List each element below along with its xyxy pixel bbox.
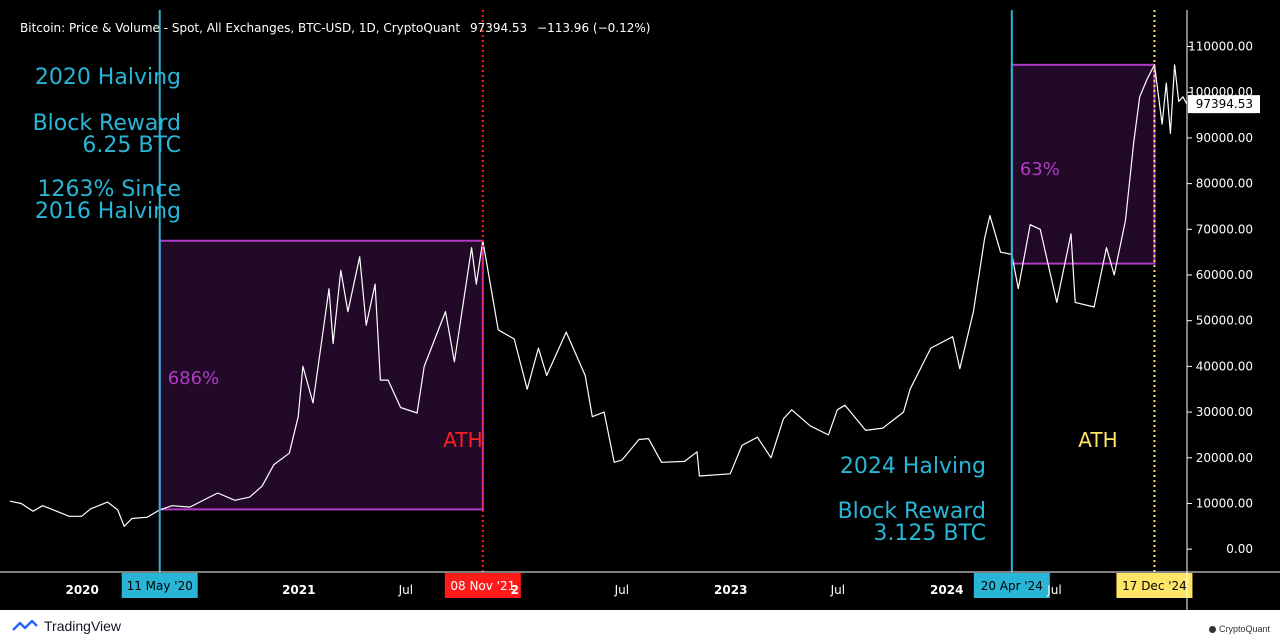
y-tick-label: 20000.00 — [1196, 451, 1253, 465]
x-tick-label: Jul — [614, 583, 629, 597]
marker-date-label: 11 May '20 — [127, 579, 193, 593]
annotation-h2020-reward2: 6.25 BTC — [82, 133, 181, 158]
last-price: 97394.53 — [469, 21, 528, 35]
marker-date-badge — [444, 573, 521, 598]
range-label: 686% — [168, 368, 219, 389]
chart-header: Bitcoin: Price & Volume - Spot, All Exch… — [20, 21, 656, 35]
annotation-h2024-title: 2024 Halving — [840, 454, 986, 479]
tradingview-wordmark: TradingView — [44, 618, 122, 634]
current-price-badge — [1188, 95, 1260, 114]
range-box — [1010, 63, 1156, 265]
x-tick-label: 2021 — [282, 583, 315, 597]
y-tick-label: 0.00 — [1226, 542, 1253, 556]
x-tick-label: Jul — [830, 583, 845, 597]
x-tick-label: 2024 — [930, 583, 963, 597]
marker-date-badge — [121, 573, 198, 598]
chart-area[interactable]: 686% 63% 11 May '20 08 Nov '21 20 Apr '24 17… — [0, 0, 1280, 610]
y-tick-label: 10000.00 — [1196, 496, 1253, 510]
y-tick-label: 90000.00 — [1196, 131, 1253, 145]
marker-date-label: 20 Apr '24 — [981, 579, 1043, 593]
marker-date-label: 17 Dec '24 — [1122, 579, 1187, 593]
tradingview-icon — [12, 619, 38, 631]
cryptoquant-wordmark: CryptoQuant — [1218, 624, 1270, 634]
annotation-ath-2021: ATH — [443, 428, 482, 452]
x-tick-label: Jul — [398, 583, 413, 597]
annotation-h2024-reward1: Block Reward — [838, 499, 986, 524]
price-chart[interactable]: 686% 63% 11 May '20 08 Nov '21 20 Apr '24 17… — [0, 0, 1280, 610]
y-tick-label: 50000.00 — [1196, 314, 1253, 328]
marker-date-badge — [1116, 573, 1193, 598]
range-label: 63% — [1020, 159, 1060, 180]
price-line — [9, 64, 1188, 527]
tradingview-logo[interactable]: TradingView — [12, 615, 121, 637]
annotation-h2020-title: 2020 Halving — [35, 65, 181, 90]
marker-date-label: 08 Nov '21 — [450, 579, 515, 593]
annotation-h2020-reward1: Block Reward — [33, 111, 181, 136]
y-tick-label: 40000.00 — [1196, 359, 1253, 373]
x-tick-label: Jul — [1046, 583, 1061, 597]
annotation-h2020-since1: 1263% Since — [37, 177, 181, 202]
x-tick-label: 2023 — [714, 583, 747, 597]
x-tick-label: 2020 — [65, 583, 98, 597]
range-box — [158, 239, 484, 511]
symbol-title: Bitcoin: Price & Volume - Spot, All Exch… — [20, 21, 461, 35]
x-tick-label: 2 — [511, 583, 519, 597]
y-tick-label: 80000.00 — [1196, 177, 1253, 191]
annotation-ath-2024: ATH — [1078, 428, 1117, 452]
cryptoquant-icon — [1208, 625, 1216, 633]
y-tick-label: 70000.00 — [1196, 222, 1253, 236]
y-tick-label: 110000.00 — [1188, 40, 1253, 54]
footer: TradingView CryptoQuant — [0, 610, 1280, 643]
y-tick-label: 60000.00 — [1196, 268, 1253, 282]
annotation-h2020-since2: 2016 Halving — [35, 199, 181, 224]
annotation-h2024-reward2: 3.125 BTC — [873, 521, 986, 546]
marker-date-badge — [973, 573, 1050, 598]
y-tick-label: 30000.00 — [1196, 405, 1253, 419]
cryptoquant-logo: CryptoQuant — [1208, 624, 1270, 634]
current-price-label: 97394.53 — [1196, 97, 1253, 111]
price-change: −113.96 (−0.12%) — [537, 21, 651, 35]
